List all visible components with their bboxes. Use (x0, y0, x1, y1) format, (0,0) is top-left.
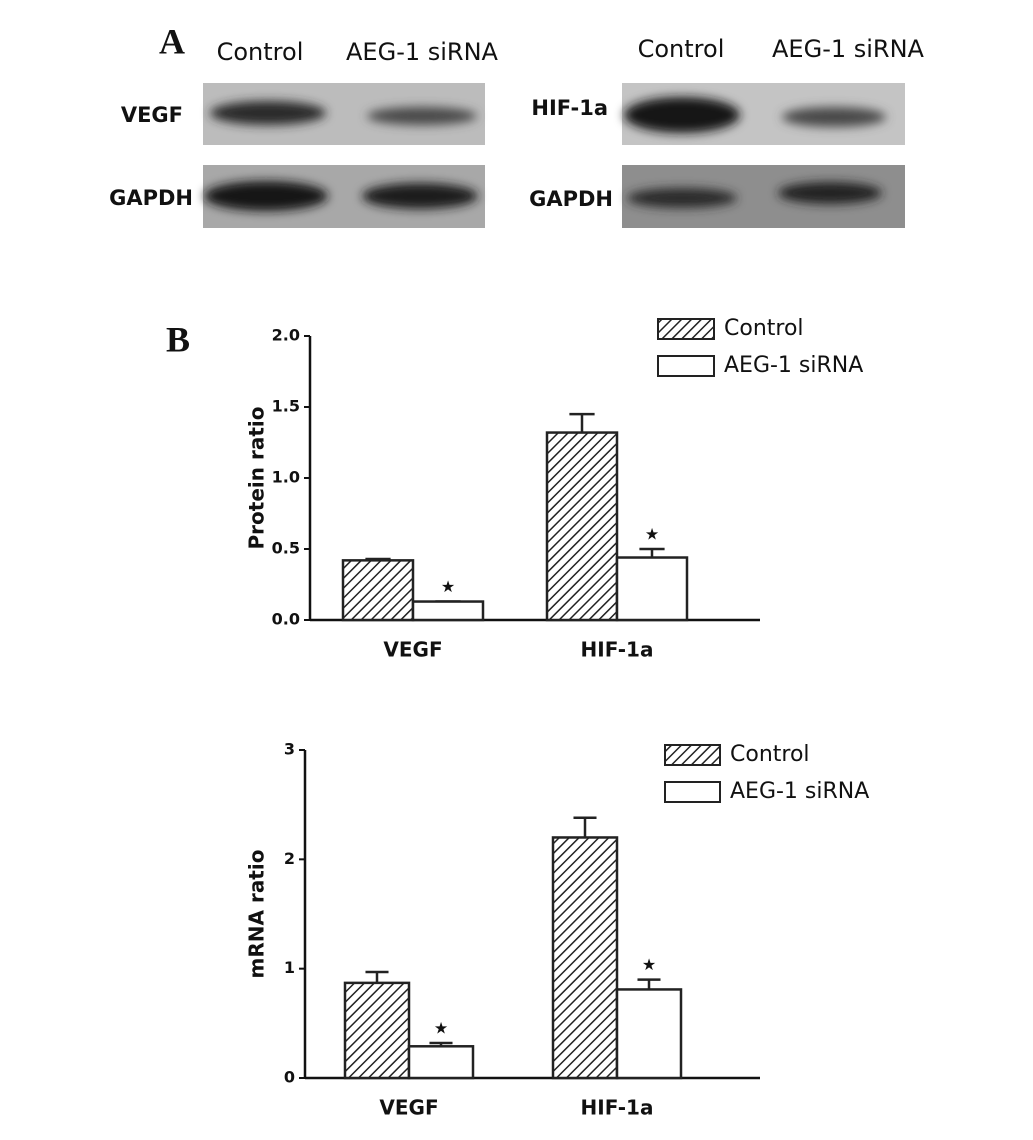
bar (407, 1045, 475, 1080)
bar (551, 836, 619, 1080)
significance-label: ★ (441, 577, 455, 596)
y-axis-label: Protein ratio (245, 407, 269, 550)
legend-swatch (664, 744, 721, 766)
row-label: HIF-1a (531, 96, 608, 120)
bar (341, 559, 415, 622)
legend-label: Control (724, 316, 804, 341)
panel-label: A (159, 21, 185, 61)
panel-label: B (166, 319, 190, 359)
blot (622, 165, 905, 228)
row-label: GAPDH (529, 187, 613, 211)
y-tick-label: 1.5 (272, 397, 300, 416)
y-tick-label: 1.0 (272, 468, 300, 487)
legend-swatch (657, 318, 715, 340)
row-label: VEGF (121, 103, 183, 127)
y-tick-label: 2 (284, 849, 295, 868)
bar (411, 600, 485, 622)
row-label: GAPDH (109, 186, 193, 210)
blot (203, 83, 485, 145)
lane-label: AEG-1 siRNA (346, 38, 499, 66)
y-tick-label: 2.0 (272, 326, 300, 345)
bar (615, 988, 683, 1080)
y-tick-label: 3 (284, 740, 295, 759)
significance-label: ★ (645, 525, 659, 544)
y-tick-label: 0.0 (272, 610, 300, 629)
bar (545, 431, 619, 622)
y-tick-label: 1 (284, 958, 295, 977)
legend-label: Control (730, 742, 810, 767)
significance-label: ★ (434, 1019, 448, 1038)
legend-label: AEG-1 siRNA (724, 353, 863, 378)
y-tick-label: 0 (284, 1068, 295, 1087)
legend-label: AEG-1 siRNA (730, 779, 869, 804)
significance-label: ★ (642, 955, 656, 974)
x-tick-label: VEGF (383, 638, 442, 662)
lane-label: AEG-1 siRNA (772, 35, 925, 63)
legend-swatch (664, 781, 721, 803)
y-tick-label: 0.5 (272, 539, 300, 558)
lane-label: Control (638, 35, 725, 63)
blot (622, 83, 905, 145)
y-axis-label: mRNA ratio (245, 850, 269, 979)
legend-swatch (657, 355, 715, 377)
lane-label: Control (217, 38, 304, 66)
x-tick-label: HIF-1a (581, 638, 654, 662)
blot (203, 165, 485, 228)
x-tick-label: VEGF (379, 1096, 438, 1120)
x-tick-label: HIF-1a (581, 1096, 654, 1120)
bar (343, 981, 411, 1080)
bar (615, 556, 689, 622)
